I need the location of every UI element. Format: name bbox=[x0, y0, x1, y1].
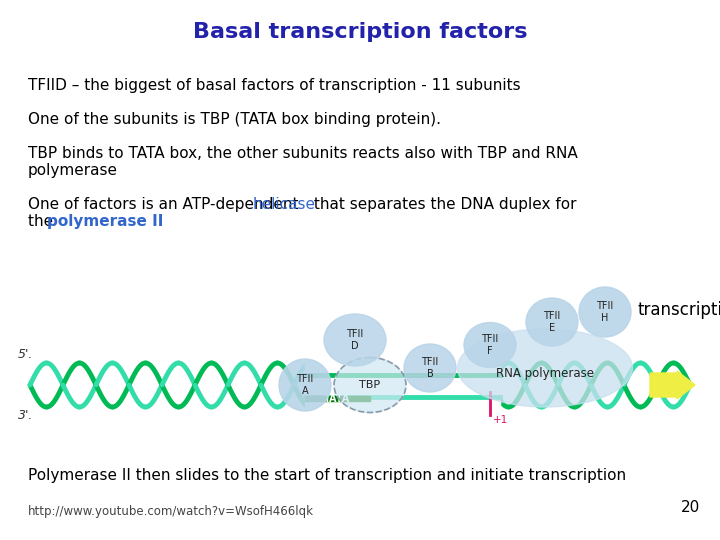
Text: polymerase: polymerase bbox=[28, 163, 118, 178]
Text: 5'.: 5'. bbox=[18, 348, 33, 361]
Text: Basal transcription factors: Basal transcription factors bbox=[193, 22, 527, 42]
Text: TFIID – the biggest of basal factors of transcription - 11 subunits: TFIID – the biggest of basal factors of … bbox=[28, 78, 521, 93]
Text: TFII
A: TFII A bbox=[297, 374, 314, 396]
Text: TATA: TATA bbox=[324, 394, 350, 404]
Text: TFII
H: TFII H bbox=[596, 301, 613, 322]
Ellipse shape bbox=[457, 329, 632, 407]
Ellipse shape bbox=[464, 322, 516, 368]
Text: TFII
B: TFII B bbox=[421, 357, 438, 379]
Text: TBP binds to TATA box, the other subunits reacts also with TBP and RNA: TBP binds to TATA box, the other subunit… bbox=[28, 146, 577, 161]
Text: One of the subunits is TBP (TATA box binding protein).: One of the subunits is TBP (TATA box bin… bbox=[28, 112, 441, 127]
Ellipse shape bbox=[404, 344, 456, 392]
Text: http://www.youtube.com/watch?v=WsofH466lqk: http://www.youtube.com/watch?v=WsofH466l… bbox=[28, 505, 314, 518]
Ellipse shape bbox=[579, 287, 631, 337]
Text: 3'.: 3'. bbox=[18, 409, 33, 422]
Text: polymerase II: polymerase II bbox=[47, 214, 163, 229]
Text: that separates the DNA duplex for: that separates the DNA duplex for bbox=[309, 197, 577, 212]
Text: TBP: TBP bbox=[359, 380, 381, 390]
FancyArrow shape bbox=[650, 371, 695, 399]
Text: transcription: transcription bbox=[638, 301, 720, 319]
Ellipse shape bbox=[526, 298, 578, 346]
Ellipse shape bbox=[334, 357, 406, 413]
Text: One of factors is an ATP-dependent: One of factors is an ATP-dependent bbox=[28, 197, 303, 212]
Text: TFII
F: TFII F bbox=[482, 334, 499, 356]
Ellipse shape bbox=[324, 314, 386, 366]
Text: RNA polymerase: RNA polymerase bbox=[496, 368, 594, 381]
Text: TFII
D: TFII D bbox=[346, 329, 364, 350]
Text: the: the bbox=[28, 214, 58, 229]
Text: TFII
E: TFII E bbox=[544, 312, 561, 333]
Text: helicase: helicase bbox=[253, 197, 316, 212]
Text: +1: +1 bbox=[493, 415, 508, 425]
Ellipse shape bbox=[279, 359, 331, 411]
Text: 20: 20 bbox=[680, 500, 700, 515]
Text: Polymerase II then slides to the start of transcription and initiate transcripti: Polymerase II then slides to the start o… bbox=[28, 468, 626, 483]
